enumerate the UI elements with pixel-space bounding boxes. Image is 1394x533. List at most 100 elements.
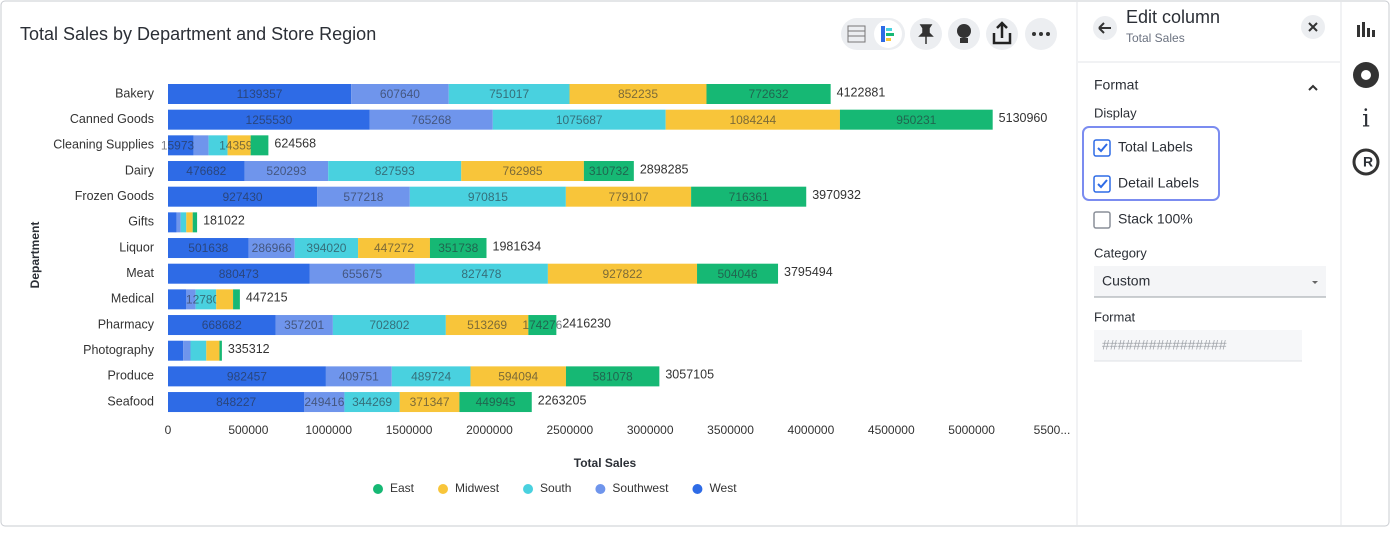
bar-segment bbox=[176, 212, 181, 233]
total-label: 624568 bbox=[274, 137, 316, 151]
checkbox[interactable] bbox=[1093, 211, 1111, 229]
data-label: 476682 bbox=[186, 164, 226, 178]
y-tick-label: Canned Goods bbox=[70, 112, 154, 126]
legend-swatch[interactable] bbox=[438, 484, 449, 494]
bar-segment bbox=[244, 161, 329, 182]
total-label: 3057105 bbox=[665, 368, 714, 382]
data-label: 409751 bbox=[339, 370, 379, 384]
y-tick-label: Gifts bbox=[128, 215, 154, 229]
bar-segment bbox=[429, 238, 487, 259]
data-label: 581078 bbox=[593, 370, 633, 384]
bar-segment bbox=[168, 161, 245, 182]
panel-subtitle: Total Sales bbox=[1126, 31, 1185, 45]
format-input[interactable] bbox=[1094, 330, 1302, 361]
focus-ring bbox=[1082, 126, 1220, 201]
category-select[interactable] bbox=[1094, 266, 1326, 297]
data-label: 513269 bbox=[467, 318, 507, 332]
y-tick-label: Bakery bbox=[115, 86, 155, 100]
data-label: 970815 bbox=[468, 190, 508, 204]
info-icon[interactable]: i bbox=[1362, 105, 1370, 133]
data-label: 880473 bbox=[219, 267, 259, 281]
bar-segment bbox=[168, 84, 352, 104]
data-label: 702802 bbox=[369, 318, 409, 332]
svg-text:R: R bbox=[1363, 154, 1373, 170]
checkbox[interactable] bbox=[1093, 139, 1111, 157]
legend-label[interactable]: South bbox=[540, 481, 571, 495]
legend-label[interactable]: Midwest bbox=[455, 481, 500, 495]
data-label: 950231 bbox=[896, 113, 936, 127]
data-label: 848227 bbox=[216, 395, 256, 409]
legend-label[interactable]: West bbox=[709, 481, 737, 495]
y-tick-label: Frozen Goods bbox=[75, 189, 154, 203]
y-tick-label: Cleaning Supplies bbox=[53, 138, 154, 152]
data-label: 982457 bbox=[227, 370, 267, 384]
total-label: 4122881 bbox=[837, 85, 886, 99]
bar-segment bbox=[448, 84, 570, 104]
x-tick-label: 4500000 bbox=[868, 423, 915, 437]
format-label: Format bbox=[1094, 309, 1136, 324]
data-label: 1075687 bbox=[556, 113, 603, 127]
bar-segment bbox=[192, 212, 198, 233]
data-label: 489724 bbox=[411, 370, 451, 384]
bar-segment bbox=[358, 238, 430, 259]
bar-segment bbox=[470, 366, 566, 387]
legend-swatch[interactable] bbox=[692, 484, 703, 494]
data-label: 501638 bbox=[188, 241, 228, 255]
total-label: 2263205 bbox=[538, 393, 587, 407]
x-tick-label: 3500000 bbox=[707, 423, 754, 437]
category-value: Custom bbox=[1102, 273, 1150, 289]
data-label: 607640 bbox=[380, 87, 420, 101]
legend-swatch[interactable] bbox=[373, 484, 383, 494]
checkbox[interactable] bbox=[1093, 175, 1111, 193]
total-label: 3795494 bbox=[784, 265, 833, 279]
bar-segment bbox=[233, 289, 240, 310]
collapse-chevron[interactable] bbox=[1308, 84, 1318, 91]
legend-label[interactable]: East bbox=[390, 481, 415, 495]
bar-segment bbox=[206, 340, 220, 361]
bar-segment bbox=[445, 315, 529, 336]
category-label: Category bbox=[1094, 245, 1147, 260]
y-tick-label: Medical bbox=[111, 292, 154, 306]
bar-segment bbox=[168, 366, 326, 387]
bar-segment bbox=[168, 135, 194, 156]
legend-swatch[interactable] bbox=[595, 484, 606, 494]
x-tick-label: 1000000 bbox=[305, 423, 352, 437]
bar-segment bbox=[183, 340, 191, 361]
r-icon[interactable] bbox=[1352, 148, 1380, 176]
bar-segment bbox=[168, 289, 187, 310]
bar-segment bbox=[328, 161, 462, 182]
table-icon[interactable] bbox=[847, 25, 866, 43]
bar-segment bbox=[461, 161, 584, 182]
data-label: 1255530 bbox=[246, 113, 293, 127]
bar-segment bbox=[344, 392, 400, 413]
data-label: 716361 bbox=[729, 190, 769, 204]
option-label: Detail Labels bbox=[1118, 175, 1199, 191]
bar-segment bbox=[168, 186, 318, 207]
bar-segment bbox=[839, 109, 993, 130]
bar-segment bbox=[569, 84, 707, 104]
total-label: 335312 bbox=[228, 342, 270, 356]
data-label: 927822 bbox=[602, 267, 642, 281]
data-label: 1139357 bbox=[237, 87, 283, 101]
x-tick-label: 500000 bbox=[228, 423, 268, 437]
bar-segment bbox=[565, 366, 660, 387]
total-label: 181022 bbox=[203, 214, 245, 228]
display-label: Display bbox=[1094, 105, 1137, 120]
toolbar bbox=[841, 18, 1057, 50]
bar-segment bbox=[168, 212, 177, 233]
bar-segment bbox=[193, 135, 209, 156]
option-label: Stack 100% bbox=[1118, 211, 1193, 227]
bar-segment bbox=[227, 135, 251, 156]
bar-segment bbox=[317, 186, 410, 207]
x-tick-label: 1500000 bbox=[386, 423, 433, 437]
x-tick-label: 4000000 bbox=[788, 423, 835, 437]
bar-segment bbox=[309, 263, 415, 284]
data-label: 779107 bbox=[608, 190, 648, 204]
chart-title: Total Sales by Department and Store Regi… bbox=[20, 24, 376, 44]
data-label: 357201 bbox=[284, 318, 324, 332]
legend-label[interactable]: Southwest bbox=[612, 481, 669, 495]
bar-segment bbox=[528, 315, 557, 336]
section-title[interactable]: Format bbox=[1094, 77, 1138, 93]
legend-swatch[interactable] bbox=[523, 484, 534, 494]
